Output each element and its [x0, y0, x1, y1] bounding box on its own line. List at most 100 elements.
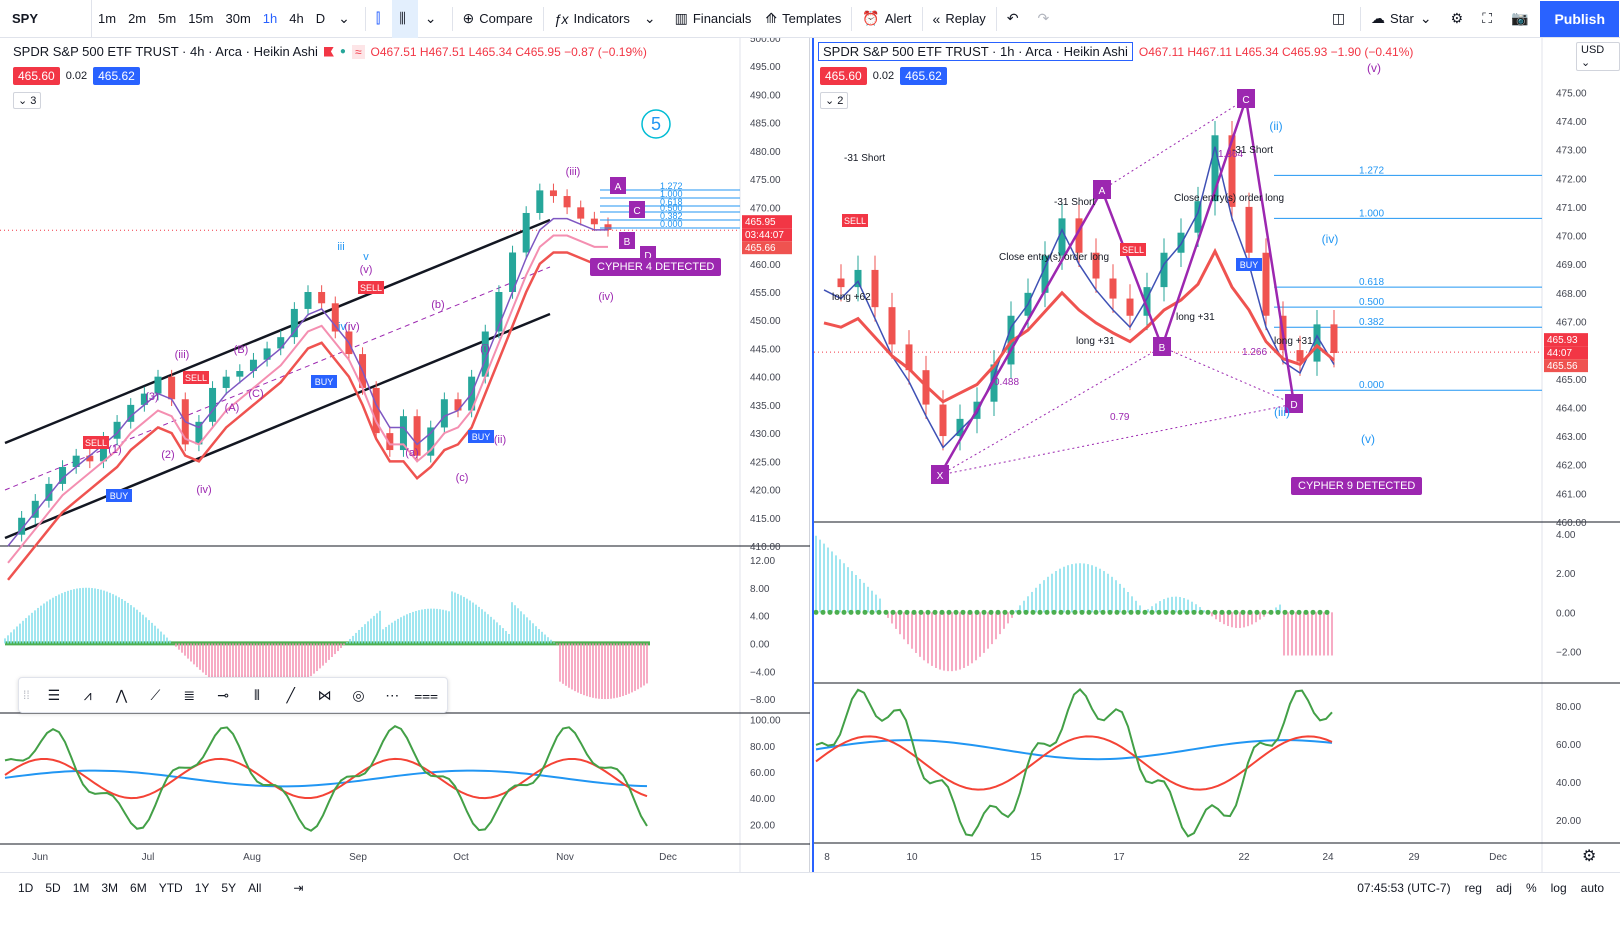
abcd-pattern-icon[interactable]: ⩘: [83, 686, 92, 703]
range-ytd[interactable]: YTD: [158, 881, 183, 895]
candle-body: [399, 416, 407, 451]
log-toggle[interactable]: log: [1550, 881, 1567, 895]
osc-zero-dot: [1289, 609, 1295, 615]
wave-icon[interactable]: ≈: [351, 44, 365, 59]
right-indicators-toggle[interactable]: ⌄ 2: [820, 92, 849, 109]
goto-date-icon[interactable]: ⇥: [293, 881, 304, 895]
publish-button[interactable]: Publish: [1540, 0, 1619, 37]
compare-button[interactable]: ⊕ Compare: [456, 0, 540, 38]
interval-d[interactable]: D: [315, 11, 326, 26]
settings-button[interactable]: ⚙: [1444, 0, 1476, 38]
left-cypher-label[interactable]: CYPHER 4 DETECTED: [590, 258, 722, 276]
replay-label: Replay: [945, 11, 986, 26]
flag-icon[interactable]: [323, 46, 334, 57]
range-5d[interactable]: 5D: [45, 881, 61, 895]
left-chart-legend: SPDR S&P 500 ETF TRUST · 4h · Arca · Hei…: [13, 44, 647, 59]
line-tool-icon[interactable]: ╱: [286, 686, 295, 703]
range-3m[interactable]: 3M: [101, 881, 119, 895]
range-1y[interactable]: 1Y: [194, 881, 210, 895]
interval-15m[interactable]: 15m: [188, 11, 214, 26]
elliott-wave-icon[interactable]: ⋀: [115, 686, 128, 703]
range-6m[interactable]: 6M: [130, 881, 147, 895]
left-chart-pane[interactable]: 500.00 495.00 490.00 485.00 480.00 475.00 470.…: [0, 38, 810, 872]
measure-icon[interactable]: ⋯: [385, 686, 400, 703]
channel-lower-line: [4, 312, 551, 540]
left-chart-canvas[interactable]: 500.00 495.00 490.00 485.00 480.00 475.00 470.…: [0, 38, 810, 872]
vertical-lines-icon[interactable]: ⦀: [253, 686, 260, 703]
osc-zero-dot: [1254, 609, 1260, 615]
heikin-ashi-button[interactable]: ⫼: [392, 0, 418, 38]
sell-price-button[interactable]: 465.60: [13, 67, 60, 85]
snapshot-button[interactable]: 📷: [1504, 0, 1540, 38]
sell-price-button[interactable]: 465.60: [820, 67, 867, 85]
horizontal-ray-icon[interactable]: ⊸: [217, 686, 229, 703]
interval-5m[interactable]: 5m: [158, 11, 177, 26]
candle-body: [1262, 252, 1270, 316]
osc-zero-dot: [1310, 609, 1316, 615]
bottom-toolbar: 1D 5D 1M 3M 6M YTD 1Y 5Y All ⇥ 07:45:53 …: [0, 872, 1620, 932]
alarm-clock-icon: ⏰: [862, 10, 880, 26]
symbol-search[interactable]: SPY: [0, 0, 92, 38]
indicators-count: 2: [837, 95, 844, 107]
time-tick: Dec: [659, 852, 677, 863]
rsi-tick: 40.00: [750, 794, 775, 805]
xabcd-pattern-icon[interactable]: ⋈: [317, 686, 332, 703]
fib-retracement-icon[interactable]: ≣: [183, 686, 196, 703]
osc-tick: −4.00: [750, 667, 776, 678]
alert-button[interactable]: ⏰ Alert: [855, 0, 918, 38]
chart-settings-gear-icon[interactable]: ⚙: [1582, 848, 1597, 865]
last-price-tag-bg: [742, 215, 792, 229]
undo-button[interactable]: ↶: [1000, 0, 1031, 38]
divider: [921, 6, 923, 31]
ranges-icon[interactable]: ⩶: [414, 686, 439, 703]
currency-selector[interactable]: USD ⌄: [1576, 42, 1620, 71]
interval-dropdown[interactable]: ⌄: [331, 0, 362, 38]
range-5y[interactable]: 5Y: [221, 881, 237, 895]
right-chart-canvas[interactable]: 475.00 474.00 473.00 472.00 471.00 470.00 469.…: [814, 38, 1620, 872]
interval-2m[interactable]: 2m: [128, 11, 147, 26]
interval-30m[interactable]: 30m: [225, 11, 251, 26]
clock[interactable]: 07:45:53 (UTC-7): [1357, 881, 1451, 895]
signal-label: SELL: [185, 373, 207, 383]
layout-button[interactable]: ◫: [1325, 0, 1357, 38]
left-indicators-toggle[interactable]: ⌄ 3: [13, 92, 42, 109]
interval-4h[interactable]: 4h: [289, 11, 304, 26]
osc-tick: 12.00: [750, 556, 775, 567]
candle-body: [1330, 324, 1338, 353]
replay-button[interactable]: « Replay: [926, 0, 993, 38]
indicators-button[interactable]: ƒx Indicators: [547, 0, 637, 38]
brush-icon[interactable]: ◎: [352, 686, 365, 703]
auto-toggle[interactable]: auto: [1580, 881, 1604, 895]
wave-label: (A): [225, 402, 240, 414]
wave-label: (v): [1367, 61, 1381, 75]
interval-1m[interactable]: 1m: [98, 11, 117, 26]
interval-1h[interactable]: 1h: [262, 11, 278, 26]
eye-icon[interactable]: ●: [339, 46, 346, 57]
range-1d[interactable]: 1D: [18, 881, 34, 895]
buy-price-button[interactable]: 465.62: [900, 67, 947, 85]
trend-line-icon[interactable]: ⟋: [150, 686, 161, 703]
price-tick: 430.00: [750, 429, 781, 440]
drag-handle-icon[interactable]: ⁞⁞: [23, 688, 30, 702]
indicators-dropdown[interactable]: ⌄: [637, 0, 668, 38]
buy-price-button[interactable]: 465.62: [93, 67, 140, 85]
osc-zero-dot: [1226, 609, 1232, 615]
templates-button[interactable]: ⟰ Templates: [758, 0, 848, 38]
financials-button[interactable]: ▥ Financials: [668, 0, 759, 38]
osc-zero-dot: [1247, 609, 1253, 615]
fullscreen-button[interactable]: ⛶: [1475, 0, 1504, 38]
strategy-note: long +31: [1274, 336, 1313, 347]
star-button[interactable]: ☁ Star ⌄: [1364, 0, 1444, 38]
session-reg[interactable]: reg: [1464, 881, 1482, 895]
percent-toggle[interactable]: %: [1525, 881, 1537, 895]
range-all[interactable]: All: [248, 881, 262, 895]
bar-style-button[interactable]: ⫿: [369, 0, 392, 38]
adj-toggle[interactable]: adj: [1495, 881, 1512, 895]
redo-icon: ↷: [1037, 10, 1050, 26]
signal-bg: [1120, 243, 1146, 256]
chart-type-dropdown[interactable]: ⌄: [418, 0, 449, 38]
right-chart-pane[interactable]: 475.00 474.00 473.00 472.00 471.00 470.00 469.…: [812, 38, 1620, 872]
range-1m[interactable]: 1M: [72, 881, 90, 895]
right-cypher-label[interactable]: CYPHER 9 DETECTED: [1291, 477, 1423, 495]
horizontal-lines-icon[interactable]: ☰: [47, 686, 61, 703]
